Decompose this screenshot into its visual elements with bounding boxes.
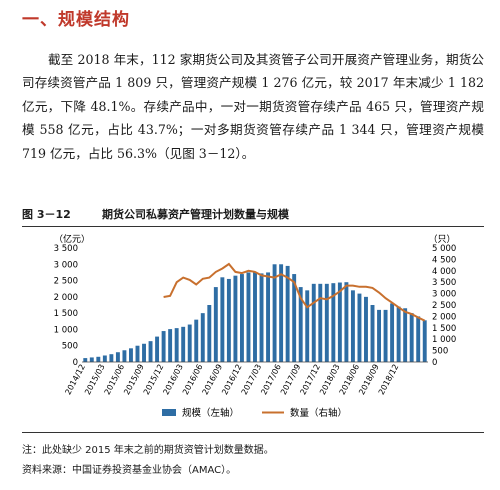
size-bar xyxy=(324,283,329,362)
left-axis-tick-label: 2 500 xyxy=(54,277,78,287)
size-bar xyxy=(409,313,414,362)
legend-size-label: 规模（左轴） xyxy=(182,407,239,419)
right-axis-tick-label: 500 xyxy=(432,347,448,357)
figure-caption: 期货公司私募资产管理计划数量与规模 xyxy=(102,208,289,221)
size-bar xyxy=(416,316,421,362)
size-bar xyxy=(298,287,303,362)
left-axis-tick-label: 500 xyxy=(62,342,78,352)
size-bar xyxy=(148,341,153,362)
size-bar xyxy=(311,283,316,362)
size-bar xyxy=(115,352,120,362)
right-axis-tick-label: 4 500 xyxy=(432,255,456,265)
size-bar xyxy=(122,350,127,362)
figure-title: 图 3－12 期货公司私募资产管理计划数量与规模 xyxy=(22,206,484,227)
size-bar xyxy=(142,343,146,362)
size-bar xyxy=(403,308,408,362)
size-bar xyxy=(102,355,107,362)
size-bar xyxy=(181,326,186,362)
size-bar xyxy=(168,329,173,362)
size-bar xyxy=(174,328,179,362)
size-bar xyxy=(350,290,355,362)
left-axis-tick-label: 3 500 xyxy=(54,244,78,254)
left-axis-tick-label: 3 000 xyxy=(54,260,78,270)
left-axis-tick-label: 1 500 xyxy=(54,309,78,319)
size-bar xyxy=(266,272,271,362)
chart-note: 注：此处缺少 2015 年末之前的期货资管计划数量数据。 xyxy=(22,445,274,456)
size-bar xyxy=(253,272,257,362)
right-axis-tick-label: 2 000 xyxy=(432,312,456,322)
legend-count-label: 数量（右轴） xyxy=(290,407,347,419)
right-axis-tick-label: 5 000 xyxy=(432,244,456,254)
size-bar xyxy=(357,293,362,362)
right-axis-tick-label: 1 000 xyxy=(432,335,456,345)
size-bar xyxy=(285,265,290,362)
left-axis-tick-label: 0 xyxy=(73,358,78,368)
size-bar xyxy=(422,320,427,362)
right-axis-tick-label: 2 500 xyxy=(432,301,456,311)
right-axis-tick-label: 0 xyxy=(432,358,437,368)
size-bar xyxy=(213,287,218,362)
size-bar xyxy=(292,274,297,362)
size-bar xyxy=(96,356,101,362)
size-bar xyxy=(272,264,277,362)
size-bar xyxy=(331,283,336,362)
size-bar xyxy=(305,290,310,362)
size-bar xyxy=(226,278,231,362)
source-note: 资料来源：中国证券投资基金业协会（AMAC）。 xyxy=(22,465,237,476)
left-axis-tick-label: 1 000 xyxy=(54,325,78,335)
size-bar xyxy=(259,273,264,362)
size-bar xyxy=(377,309,381,362)
section-heading: 一、规模结构 xyxy=(22,10,130,30)
size-bar xyxy=(89,357,94,362)
size-bar xyxy=(370,305,375,362)
size-bar xyxy=(390,303,395,362)
size-bar xyxy=(129,348,133,362)
size-bar xyxy=(337,282,342,362)
size-bar xyxy=(194,319,199,362)
right-axis-tick-label: 1 500 xyxy=(432,324,456,334)
right-axis-tick-label: 3 000 xyxy=(432,290,456,300)
left-axis-tick-label: 2 000 xyxy=(54,293,78,303)
size-bar xyxy=(155,336,160,362)
right-axis-tick-label: 4 000 xyxy=(432,267,456,277)
size-bar xyxy=(161,331,166,362)
size-bar xyxy=(200,313,205,362)
size-bar xyxy=(383,309,388,362)
body-paragraph: 截至 2018 年末，112 家期货公司及其资管子公司开展资产管理业务，期货公司… xyxy=(22,52,484,161)
size-bar xyxy=(233,275,238,362)
left-axis-unit: （亿元） xyxy=(54,233,90,245)
size-bar xyxy=(396,306,401,362)
size-bar xyxy=(279,264,284,362)
size-bar xyxy=(187,324,192,362)
notes-divider xyxy=(22,432,484,433)
size-bar xyxy=(239,274,244,362)
size-bar xyxy=(220,277,225,362)
size-bar xyxy=(364,296,368,362)
size-bar xyxy=(109,354,114,362)
right-axis-tick-label: 3 500 xyxy=(432,278,456,288)
figure-number: 图 3－12 xyxy=(22,208,71,221)
size-bar xyxy=(207,305,212,362)
size-bar xyxy=(246,272,251,362)
size-bar xyxy=(83,358,88,362)
size-bar xyxy=(344,282,349,362)
size-bar xyxy=(135,345,140,362)
legend-size-swatch xyxy=(162,409,176,416)
size-bar xyxy=(318,283,323,362)
right-axis-unit: （只） xyxy=(428,234,455,245)
count-series-line xyxy=(163,262,426,322)
